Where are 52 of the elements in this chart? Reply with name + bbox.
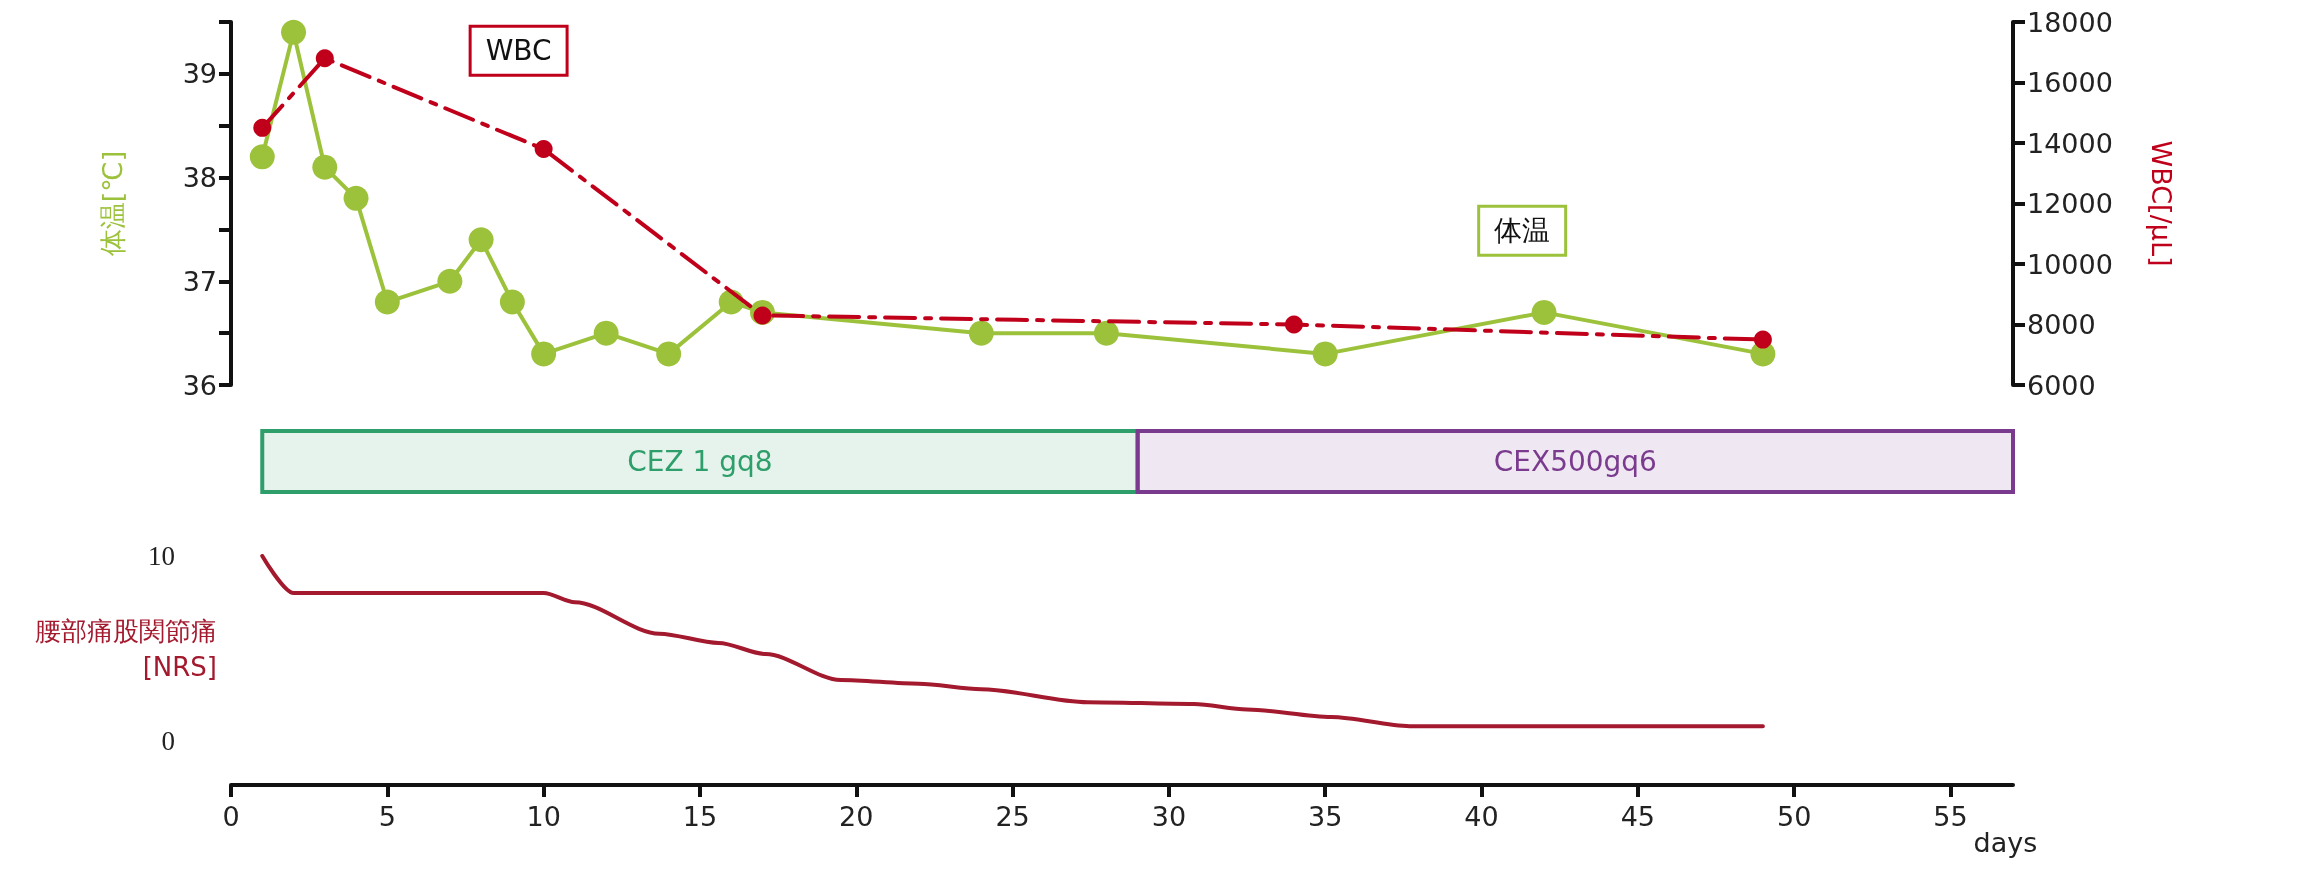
y2-tick-label: 8000	[2027, 309, 2096, 340]
y-tick-label: 37	[182, 265, 217, 297]
point	[534, 140, 553, 159]
y-tick-label: 38	[182, 162, 217, 194]
x-tick-label: 50	[1776, 801, 1812, 832]
point	[374, 289, 400, 315]
point	[281, 19, 307, 45]
line-series	[260, 554, 1765, 729]
y2-tick-label: 16000	[2027, 67, 2113, 98]
point	[1753, 330, 1772, 349]
point	[253, 118, 272, 137]
point	[343, 185, 369, 211]
x-tick-label: 0	[222, 801, 240, 832]
series-label: CEZ 1 gq8	[627, 445, 773, 478]
y2-tick-label: 12000	[2027, 188, 2113, 219]
x-tick-label: 30	[1151, 801, 1187, 832]
y2-tick-label: 6000	[2027, 369, 2096, 401]
point	[968, 320, 994, 346]
x-tick-label: 35	[1308, 801, 1343, 832]
point	[1312, 341, 1338, 367]
point	[249, 144, 275, 170]
x-tick-label: 40	[1464, 801, 1499, 832]
y-tick-label: 36	[182, 369, 217, 401]
y2-tick-label: 18000	[2027, 6, 2113, 38]
y-axis-title: 体温[℃]	[97, 150, 128, 257]
y2-tick-label: 10000	[2027, 248, 2113, 280]
x-tick-label: 45	[1620, 801, 1656, 832]
point	[1531, 299, 1557, 325]
y-tick-label: 39	[182, 58, 217, 90]
series-label: 体温	[1494, 214, 1551, 248]
point	[593, 320, 619, 346]
point	[1093, 320, 1119, 346]
point	[499, 289, 525, 315]
x-tick-label: 55	[1933, 801, 1968, 832]
x-tick-label: 15	[682, 801, 718, 832]
point	[1284, 315, 1303, 334]
x-tick-label: 20	[839, 801, 874, 832]
x-tick-label: 10	[526, 801, 561, 832]
y2-axis-title: WBC[/μL]	[2146, 140, 2177, 267]
point	[437, 268, 463, 294]
point	[531, 341, 557, 367]
x-tick-label: 25	[995, 801, 1030, 832]
x-tick-label: 5	[378, 801, 396, 832]
series-label: WBC	[485, 34, 552, 68]
point	[656, 341, 682, 367]
x-axis-title: days	[1973, 827, 2038, 858]
y2-tick-label: 14000	[2027, 127, 2113, 159]
y-axis-title: 腰部痛股関節痛 [NRS]	[35, 615, 217, 682]
point	[315, 49, 334, 68]
point	[468, 227, 494, 253]
point	[312, 154, 338, 180]
series-label: CEX500gq6	[1493, 445, 1657, 478]
